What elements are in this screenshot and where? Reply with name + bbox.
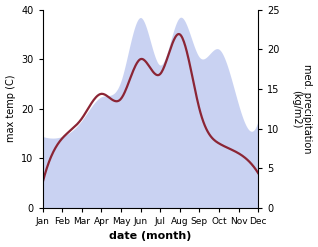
X-axis label: date (month): date (month)	[109, 231, 191, 242]
Y-axis label: max temp (C): max temp (C)	[5, 75, 16, 143]
Y-axis label: med. precipitation
(kg/m2): med. precipitation (kg/m2)	[291, 64, 313, 153]
